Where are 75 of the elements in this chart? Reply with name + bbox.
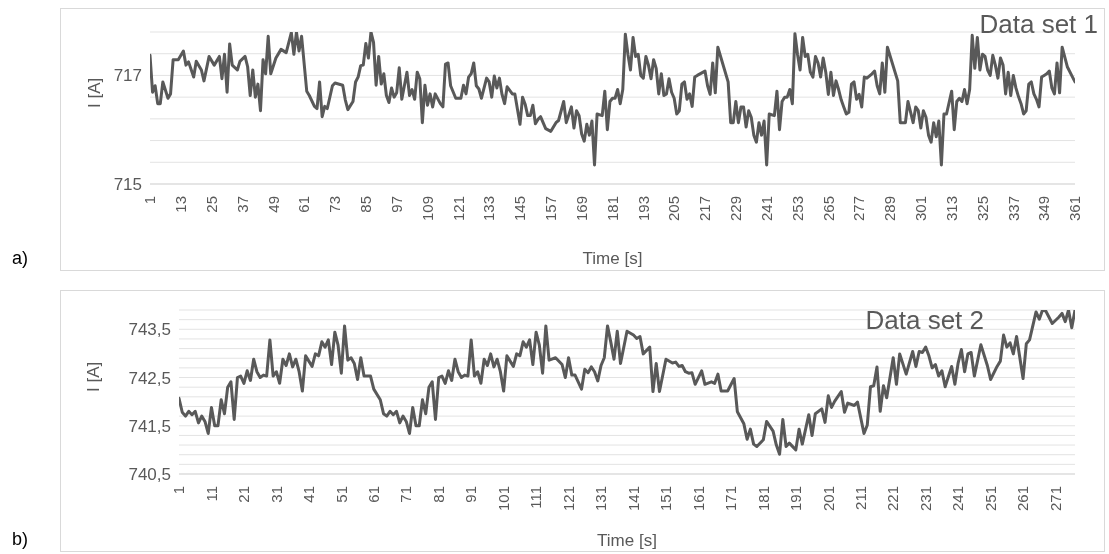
x-tick-label: 1: [170, 486, 188, 495]
x-axis-title: Time [s]: [597, 531, 657, 550]
x-tick-label: 337: [1004, 196, 1022, 222]
x-tick-label: 277: [850, 196, 868, 222]
y-tick-label: 743,5: [128, 320, 171, 340]
x-tick-label: 261: [1014, 486, 1032, 512]
x-axis-title: Time [s]: [582, 249, 643, 268]
x-tick-label: 211: [851, 486, 869, 510]
x-tick-label: 109: [418, 196, 436, 222]
y-tick-label: 715: [113, 175, 142, 195]
x-tick-label: 251: [981, 486, 999, 512]
y-axis-title: I [A]: [84, 361, 104, 392]
x-tick-label: 97: [387, 196, 405, 213]
x-tick-label: 51: [332, 486, 350, 503]
x-tick-label: 1: [141, 196, 159, 205]
x-tick-label: 253: [788, 196, 806, 222]
x-tick-label: 241: [949, 486, 967, 512]
y-axis-title: I [A]: [85, 77, 105, 108]
x-tick-label: 301: [912, 196, 930, 222]
x-tick-label: 145: [511, 196, 529, 222]
x-tick-label: 49: [264, 196, 282, 213]
text: a): [12, 248, 29, 269]
x-tick-label: 289: [881, 196, 899, 222]
x-tick-label: 141: [624, 486, 642, 512]
line-series: [179, 310, 1075, 456]
x-tick-label: 61: [365, 486, 383, 503]
x-tick-label: 21: [235, 486, 253, 503]
x-tick-label: 71: [397, 486, 415, 503]
x-tick-label: 25: [202, 196, 220, 213]
x-tick-label: 61: [295, 196, 313, 213]
x-tick-label: 161: [689, 486, 707, 512]
x-tick-label: 121: [559, 486, 577, 512]
x-tick-label: 133: [480, 196, 498, 222]
x-tick-label: 191: [787, 486, 805, 512]
x-tick-label: 157: [542, 196, 560, 222]
x-tick-label: 91: [462, 486, 480, 503]
x-tick-label: 81: [429, 486, 447, 503]
x-tick-label: 101: [494, 486, 512, 512]
x-tick-label: 181: [603, 196, 621, 222]
text: b): [12, 529, 29, 550]
x-tick-label: 151: [657, 486, 675, 512]
x-tick-label: 13: [172, 196, 190, 213]
x-tick-label: 169: [572, 196, 590, 222]
x-tick-label: 217: [696, 196, 714, 222]
line-series: [150, 32, 1075, 167]
x-tick-label: 131: [592, 486, 610, 512]
x-tick-label: 229: [727, 196, 745, 222]
x-tick-label: 85: [357, 196, 375, 213]
x-tick-label: 241: [757, 196, 775, 222]
annotation: Data set 1: [979, 9, 1098, 40]
x-tick-label: 221: [884, 486, 902, 512]
x-tick-label: 193: [634, 196, 652, 222]
y-tick-label: 717: [113, 66, 142, 86]
x-tick-label: 111: [527, 486, 545, 509]
annotation: Data set 2: [865, 305, 984, 336]
x-tick-label: 349: [1035, 196, 1053, 222]
x-tick-label: 37: [233, 196, 251, 213]
y-tick-label: 741,5: [128, 416, 171, 436]
x-tick-label: 181: [754, 486, 772, 512]
x-tick-label: 231: [916, 486, 934, 512]
x-tick-label: 121: [449, 196, 467, 222]
x-tick-label: 313: [942, 196, 960, 222]
x-tick-label: 271: [1046, 486, 1064, 512]
x-tick-label: 73: [326, 196, 344, 213]
x-tick-label: 171: [722, 486, 740, 512]
x-tick-label: 325: [973, 196, 991, 222]
x-tick-label: 205: [665, 196, 683, 222]
x-tick-label: 31: [267, 486, 285, 503]
x-tick-label: 41: [300, 486, 318, 503]
x-tick-label: 265: [819, 196, 837, 222]
x-tick-label: 361: [1066, 196, 1084, 222]
x-tick-label: 11: [202, 486, 220, 502]
y-tick-label: 740,5: [128, 465, 171, 485]
x-tick-label: 201: [819, 486, 837, 512]
y-tick-label: 742,5: [128, 368, 171, 388]
